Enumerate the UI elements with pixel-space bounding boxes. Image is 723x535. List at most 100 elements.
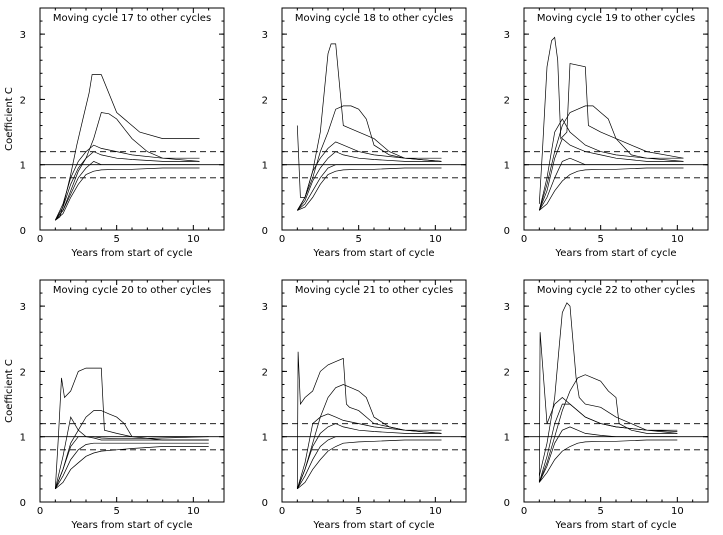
y-tick-label: 3 — [262, 30, 268, 41]
series-line-5 — [297, 167, 442, 211]
series-line-1 — [296, 351, 442, 489]
chart-title: Moving cycle 17 to other cycles — [53, 13, 211, 24]
x-tick-label: 10 — [187, 234, 200, 245]
x-tick-label: 5 — [597, 506, 603, 517]
y-tick-label: 0 — [262, 226, 268, 237]
y-tick-label: 1 — [504, 433, 510, 444]
plot-frame — [523, 279, 709, 503]
x-tick-label: 0 — [521, 506, 527, 517]
series-line-1 — [538, 36, 684, 204]
chart-panel: 0 1 2 3 0 5 10 Moving cycle 19 to other cycles Y… — [504, 7, 709, 259]
y-tick-label: 1 — [20, 161, 26, 172]
series-line-3 — [296, 423, 442, 490]
y-axis-label: Coefficient C — [4, 87, 15, 151]
x-tick-label: 5 — [113, 506, 119, 517]
x-axis-label: Years from start of cycle — [554, 248, 676, 259]
y-tick-label: 2 — [504, 367, 510, 378]
series-line-5 — [297, 439, 442, 490]
series-line-4 — [55, 160, 200, 221]
series-line-4 — [296, 436, 442, 490]
series-line-2 — [538, 374, 678, 483]
series-line-6 — [54, 144, 200, 221]
chart-title: Moving cycle 18 to other cycles — [295, 13, 453, 24]
series-line-3 — [297, 151, 442, 211]
series-line-6 — [54, 416, 209, 489]
series-line-6 — [538, 118, 684, 211]
x-axis-label: Years from start of cycle — [312, 248, 434, 259]
series-line-5 — [55, 167, 200, 221]
x-axis-label: Years from start of cycle — [70, 248, 192, 259]
x-tick-label: 10 — [671, 234, 684, 245]
y-tick-label: 2 — [20, 367, 26, 378]
series-line-2 — [296, 105, 442, 211]
x-tick-label: 0 — [37, 234, 43, 245]
y-tick-label: 2 — [262, 367, 268, 378]
series-line-3 — [54, 151, 200, 221]
x-tick-label: 10 — [671, 506, 684, 517]
x-axis-label: Years from start of cycle — [312, 520, 434, 531]
y-tick-label: 1 — [504, 161, 510, 172]
series-line-6 — [296, 141, 442, 211]
series-line-3 — [538, 403, 678, 483]
series-line-2 — [538, 105, 684, 211]
series-line-2 — [54, 410, 209, 490]
series-line-2 — [55, 112, 200, 221]
series-line-5 — [55, 446, 209, 490]
y-tick-label: 1 — [20, 433, 26, 444]
series-line-4 — [297, 164, 442, 211]
series-line-6 — [296, 413, 442, 489]
x-tick-label: 0 — [521, 234, 527, 245]
series-line-3 — [54, 436, 209, 490]
series-line-1 — [54, 367, 209, 489]
y-tick-label: 3 — [20, 30, 26, 41]
y-axis-label: Coefficient C — [4, 359, 15, 423]
series-line-4 — [538, 426, 678, 483]
plot-frame — [39, 7, 225, 231]
x-tick-label: 5 — [355, 234, 361, 245]
y-tick-label: 0 — [504, 226, 510, 237]
chart-panel: 0 1 2 3 0 5 10 Moving cycle 21 to other cycles Y… — [262, 279, 467, 531]
chart-panel: 0 1 2 3 0 5 10 Moving cycle 17 to other cycles Y… — [4, 7, 225, 259]
chart-title: Moving cycle 19 to other cycles — [537, 13, 695, 24]
y-tick-label: 3 — [504, 30, 510, 41]
x-tick-label: 5 — [597, 234, 603, 245]
y-tick-label: 3 — [504, 302, 510, 313]
series-line-1 — [296, 43, 442, 198]
chart-title: Moving cycle 21 to other cycles — [295, 285, 453, 296]
y-tick-label: 1 — [262, 433, 268, 444]
series-line-4 — [538, 157, 684, 211]
y-tick-label: 0 — [262, 498, 268, 509]
y-tick-label: 3 — [20, 302, 26, 313]
y-tick-label: 0 — [20, 226, 26, 237]
series-line-2 — [296, 384, 442, 490]
y-tick-label: 3 — [262, 302, 268, 313]
x-tick-label: 5 — [113, 234, 119, 245]
series-line-1 — [538, 302, 678, 476]
y-tick-label: 1 — [262, 161, 268, 172]
series-line-4 — [54, 442, 209, 490]
plot-frame — [281, 279, 467, 503]
series-line-6 — [538, 332, 678, 483]
y-tick-label: 2 — [262, 95, 268, 106]
series-line-1 — [55, 74, 200, 221]
plot-frame — [39, 279, 225, 503]
x-axis-label: Years from start of cycle — [554, 520, 676, 531]
y-tick-label: 2 — [20, 95, 26, 106]
y-tick-label: 0 — [504, 498, 510, 509]
series-line-5 — [539, 439, 678, 483]
chart-panel: 0 1 2 3 0 5 10 Moving cycle 18 to other cycles Y… — [262, 7, 467, 259]
x-axis-label: Years from start of cycle — [70, 520, 192, 531]
series-line-5 — [539, 167, 684, 211]
x-tick-label: 0 — [279, 506, 285, 517]
x-tick-label: 0 — [37, 506, 43, 517]
x-tick-label: 10 — [429, 506, 442, 517]
y-tick-label: 2 — [504, 95, 510, 106]
chart-panel: 0 1 2 3 0 5 10 Moving cycle 22 to other cycles Y… — [504, 279, 709, 531]
series-line-3 — [538, 138, 684, 211]
chart-panel: 0 1 2 3 0 5 10 Moving cycle 20 to other cycles Y… — [4, 279, 225, 531]
y-tick-label: 0 — [20, 498, 26, 509]
x-tick-label: 0 — [279, 234, 285, 245]
x-tick-label: 5 — [355, 506, 361, 517]
x-tick-label: 10 — [187, 506, 200, 517]
